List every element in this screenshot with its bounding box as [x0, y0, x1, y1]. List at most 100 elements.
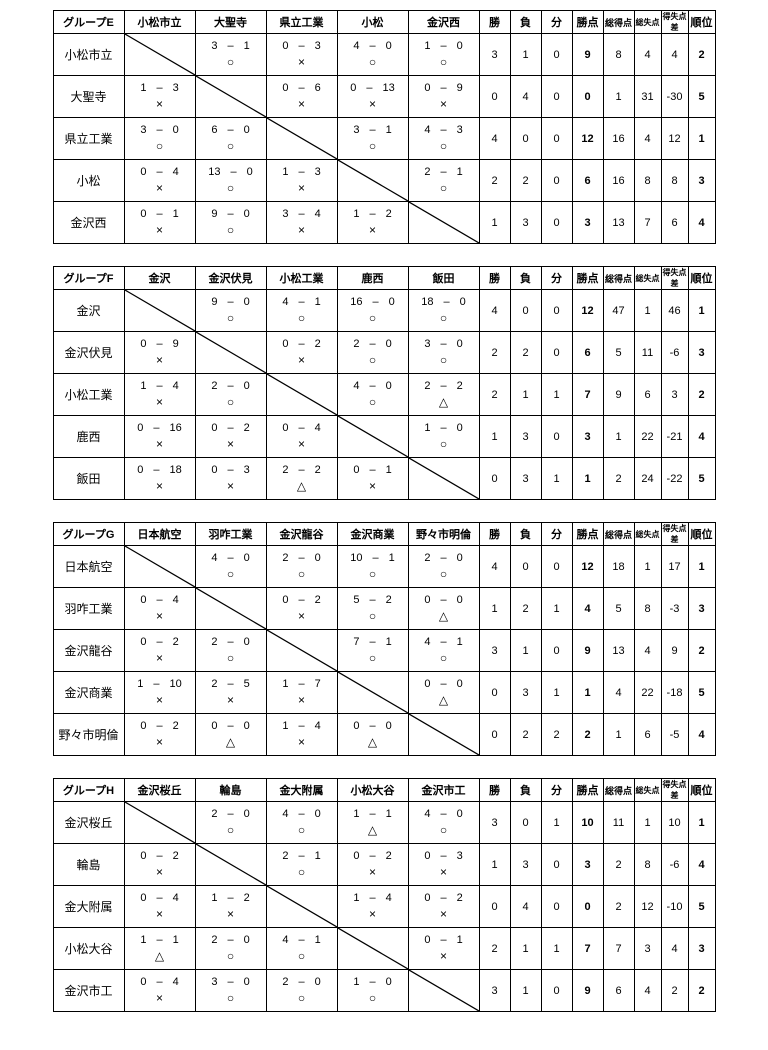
score-home: 0: [137, 464, 143, 477]
score-away: 1: [457, 166, 463, 179]
score-home: 7: [353, 636, 359, 649]
score-dash: –: [227, 296, 233, 309]
opponent-header: 小松市立: [124, 11, 195, 34]
stat-d: 1: [541, 672, 572, 714]
stat-gf: 13: [603, 202, 634, 244]
score-dash: –: [369, 808, 375, 821]
score-away: 0: [244, 636, 250, 649]
result-mark: ○: [369, 567, 376, 581]
team-name: 金大附属: [53, 886, 124, 928]
score-away: 0: [315, 976, 321, 989]
score-away: 0: [386, 976, 392, 989]
score-dash: –: [440, 552, 446, 565]
score-dash: –: [298, 976, 304, 989]
stat-gf: 1: [603, 416, 634, 458]
score-dash: –: [156, 338, 162, 351]
team-row: 羽咋工業0–4×0–2×5–2○0–0△121458-33: [53, 588, 715, 630]
stat-pts: 3: [572, 202, 603, 244]
stat-w: 3: [479, 970, 510, 1012]
match-cell: 0–2×: [124, 714, 195, 756]
score-dash: –: [440, 124, 446, 137]
score-home: 1: [353, 808, 359, 821]
result-mark: ×: [156, 223, 163, 237]
team-name: 羽咋工業: [53, 588, 124, 630]
score-home: 1: [282, 166, 288, 179]
match-cell: 4–1○: [408, 630, 479, 672]
match-cell: 2–0○: [408, 546, 479, 588]
result-mark: ○: [369, 139, 376, 153]
score-dash: –: [156, 934, 162, 947]
stat-ga: 1: [634, 546, 661, 588]
score-dash: –: [440, 338, 446, 351]
stat-gf: 5: [603, 332, 634, 374]
result-mark: ○: [440, 353, 447, 367]
score-away: 4: [315, 720, 321, 733]
score-dash: –: [369, 636, 375, 649]
stat-header: 負: [510, 267, 541, 290]
score-home: 1: [282, 678, 288, 691]
match-cell: 10–1○: [337, 546, 408, 588]
score-away: 0: [457, 678, 463, 691]
score-home: 2: [424, 166, 430, 179]
result-mark: ×: [227, 479, 234, 493]
stat-pts: 12: [572, 118, 603, 160]
score-home: 0: [353, 464, 359, 477]
stat-header: 総失点: [634, 779, 661, 802]
stat-gf: 11: [603, 802, 634, 844]
score-away: 3: [244, 464, 250, 477]
stat-gf: 47: [603, 290, 634, 332]
score-dash: –: [227, 380, 233, 393]
opponent-header: 金沢市工: [408, 779, 479, 802]
score-away: 1: [315, 850, 321, 863]
team-row: 金沢市工0–4×3–0○2–0○1–0○31096422: [53, 970, 715, 1012]
stat-d: 2: [541, 714, 572, 756]
score-away: 1: [386, 124, 392, 137]
result-mark: ○: [298, 567, 305, 581]
match-cell: 0–3×: [408, 844, 479, 886]
team-row: 金沢伏見0–9×0–2×2–0○3–0○2206511-63: [53, 332, 715, 374]
score-home: 0: [140, 166, 146, 179]
score-dash: –: [231, 166, 237, 179]
self-match-cell: [195, 588, 266, 630]
stat-header: 分: [541, 779, 572, 802]
result-mark: △: [368, 823, 377, 837]
score-away: 10: [170, 678, 182, 691]
team-row: 輪島0–2×2–1○0–2×0–3×130328-64: [53, 844, 715, 886]
score-home: 1: [282, 720, 288, 733]
match-cell: 0–2×: [266, 332, 337, 374]
score-home: 1: [140, 934, 146, 947]
score-away: 2: [386, 208, 392, 221]
match-cell: 2–5×: [195, 672, 266, 714]
score-away: 1: [457, 934, 463, 947]
stat-ga: 31: [634, 76, 661, 118]
match-cell: 0–6×: [266, 76, 337, 118]
stat-header: 順位: [688, 267, 715, 290]
score-home: 2: [282, 464, 288, 477]
stat-gd: 12: [661, 118, 688, 160]
score-home: 0: [424, 678, 430, 691]
match-cell: 1–3×: [266, 160, 337, 202]
score-dash: –: [153, 678, 159, 691]
score-dash: –: [369, 594, 375, 607]
stat-header: 勝: [479, 267, 510, 290]
score-home: 2: [211, 808, 217, 821]
result-mark: ×: [440, 865, 447, 879]
result-mark: ○: [156, 139, 163, 153]
score-dash: –: [227, 720, 233, 733]
score-away: 3: [315, 40, 321, 53]
score-dash: –: [440, 40, 446, 53]
stat-header: 総失点: [634, 267, 661, 290]
opponent-header: 野々市明倫: [408, 523, 479, 546]
stat-rank: 3: [688, 160, 715, 202]
stat-gf: 2: [603, 458, 634, 500]
self-match-cell: [266, 886, 337, 928]
score-dash: –: [298, 678, 304, 691]
match-cell: 5–2○: [337, 588, 408, 630]
score-home: 2: [353, 338, 359, 351]
stat-w: 2: [479, 374, 510, 416]
result-mark: ×: [298, 353, 305, 367]
team-name: 金沢龍谷: [53, 630, 124, 672]
score-dash: –: [440, 850, 446, 863]
team-name: 金沢桜丘: [53, 802, 124, 844]
score-dash: –: [227, 976, 233, 989]
